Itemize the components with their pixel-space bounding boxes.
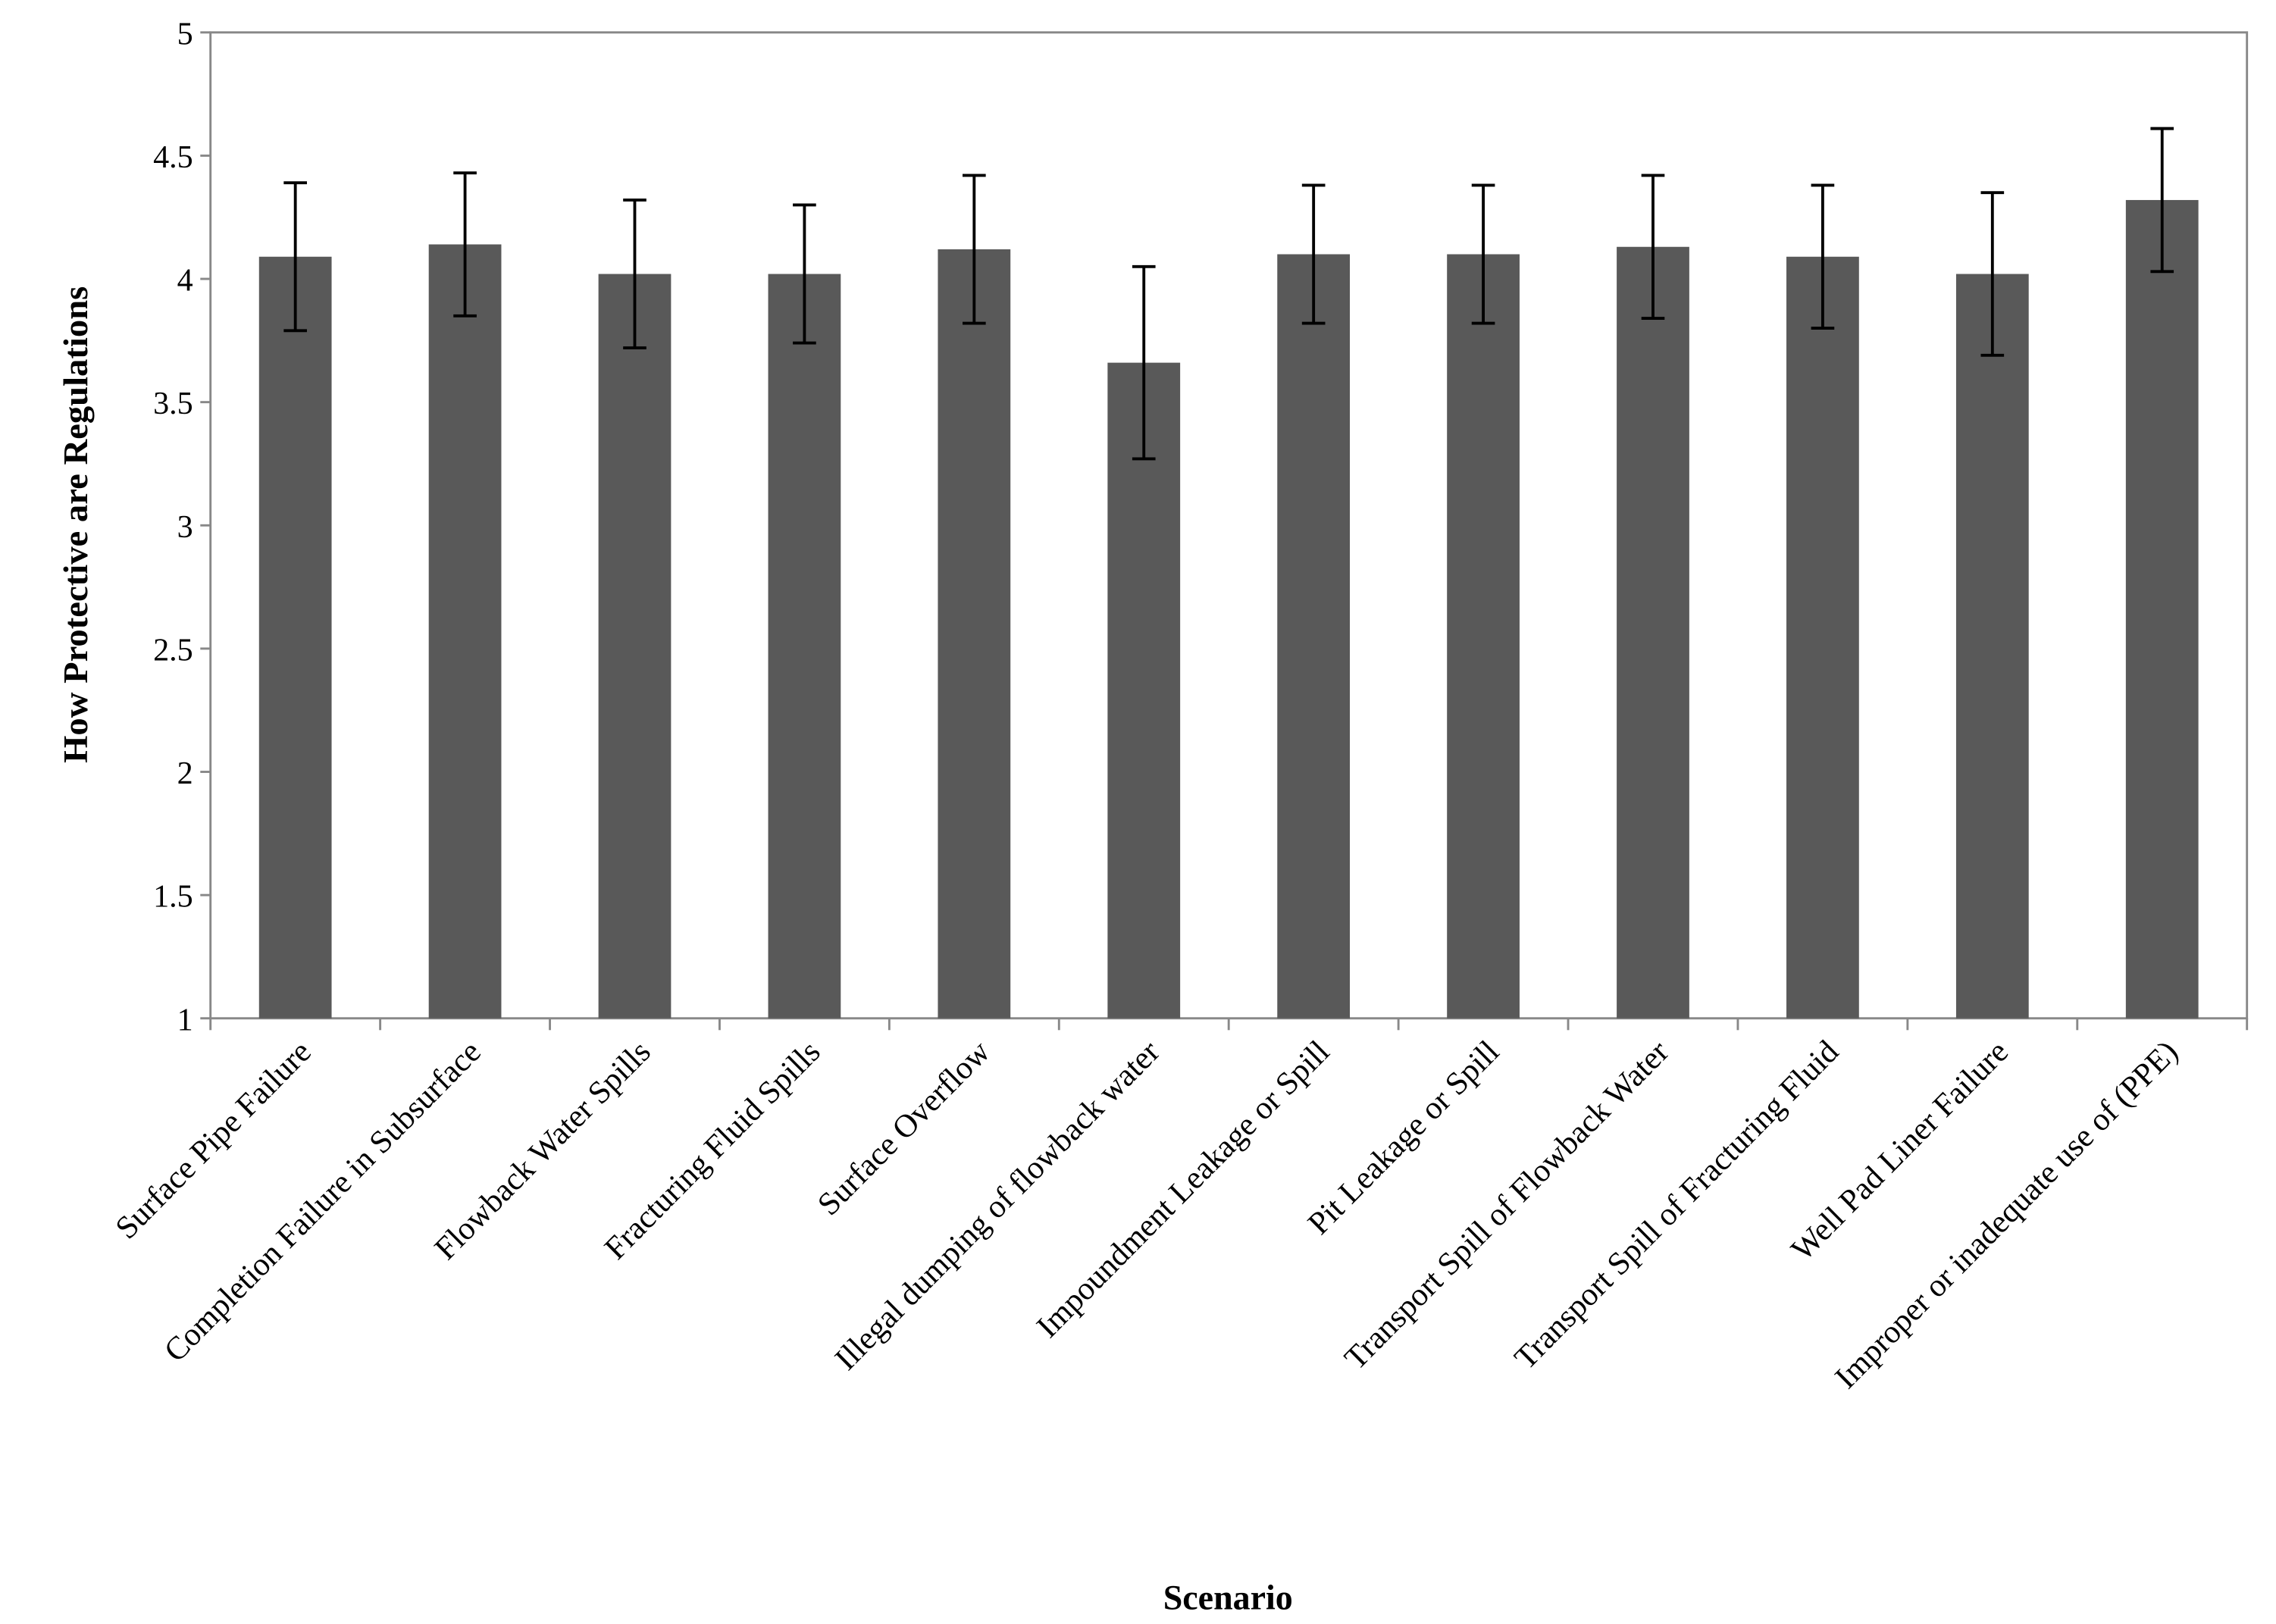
error-bar: [1301, 183, 1326, 325]
error-bar: [1811, 183, 1835, 330]
x-tick-label: Improper or inadequate use of (PPE): [1828, 1034, 2184, 1396]
error-bar: [963, 174, 986, 325]
bar: [1447, 254, 1520, 1019]
y-tick-label: 1: [177, 1002, 193, 1037]
x-tick-label: Transport Spill of Fracturing Fluid: [1507, 1034, 1845, 1376]
y-tick-label: 3: [177, 509, 193, 545]
plot-frame: [209, 31, 2249, 1020]
x-tick-label: Completion Failure in Subsurface: [158, 1034, 488, 1369]
bar: [1277, 254, 1351, 1019]
y-tick-label: 1.5: [153, 878, 193, 914]
bar: [1617, 246, 1689, 1019]
error-bar: [453, 171, 477, 318]
bar: [1107, 362, 1181, 1019]
bar: [258, 256, 332, 1019]
error-bar: [2150, 127, 2174, 274]
bar: [598, 274, 672, 1019]
y-tick-label: 2: [177, 756, 193, 791]
error-bar: [1980, 191, 2005, 357]
x-tick-label: Illegal dumping of flowback water: [828, 1034, 1166, 1377]
bar: [2125, 199, 2199, 1019]
error-bar: [283, 181, 307, 333]
error-bar: [623, 199, 646, 350]
y-tick-label: 2.5: [153, 632, 193, 668]
y-tick-label: 5: [177, 16, 193, 52]
bar: [1955, 274, 2029, 1019]
x-tick-label: Impoundment Leakage or Spill: [1030, 1034, 1336, 1345]
bar: [428, 244, 502, 1019]
error-bar: [1132, 264, 1156, 461]
x-tick-label: Surface Overflow: [811, 1034, 997, 1222]
y-tick-label: 4.5: [153, 139, 193, 175]
bar: [1786, 256, 1859, 1019]
y-tick-label: 4: [177, 262, 193, 298]
error-bar: [1641, 174, 1665, 321]
bar: [768, 274, 841, 1019]
x-axis-title: Scenario: [1163, 1579, 1293, 1617]
bar: [938, 249, 1011, 1019]
error-bar: [793, 203, 816, 345]
error-bar: [1471, 183, 1495, 325]
y-tick-label: 3.5: [153, 386, 193, 421]
x-tick-label: Transport Spill of Flowback Water: [1338, 1034, 1676, 1377]
y-axis-title: How Protective are Regulations: [57, 286, 95, 763]
